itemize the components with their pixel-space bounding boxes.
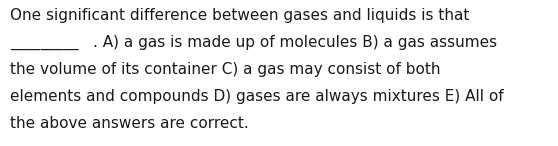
Text: _________: _________: [10, 35, 79, 50]
Text: elements and compounds D) gases are always mixtures E) All of: elements and compounds D) gases are alwa…: [10, 89, 504, 104]
Text: One significant difference between gases and liquids is that: One significant difference between gases…: [10, 8, 469, 23]
Text: the above answers are correct.: the above answers are correct.: [10, 116, 249, 131]
Text: . A) a gas is made up of molecules B) a gas assumes: . A) a gas is made up of molecules B) a …: [93, 35, 497, 50]
Text: the volume of its container C) a gas may consist of both: the volume of its container C) a gas may…: [10, 62, 440, 77]
